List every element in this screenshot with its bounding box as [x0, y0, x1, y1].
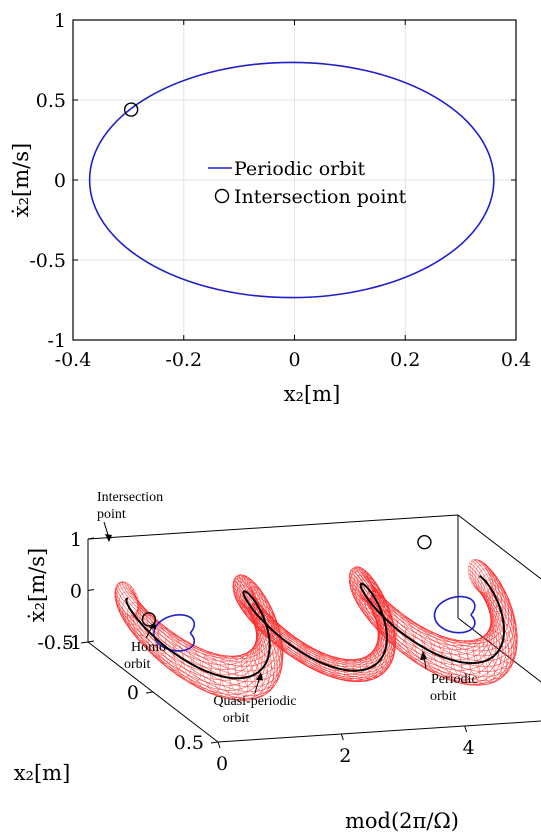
bottom-3d-chart: 0246-0.500.510-1 ẋ₂[m/s] x₂[m] mod(2π/Ω)… — [14, 490, 541, 833]
mesh-line-long — [116, 563, 492, 662]
annotation-intersection-point: Intersection point — [97, 490, 163, 542]
legend-label-intersection-point: Intersection point — [234, 186, 407, 208]
x-tick-label-3d: 4 — [463, 737, 475, 759]
y-tick-label: 1 — [54, 10, 66, 32]
y-tick-label: -1 — [47, 330, 66, 352]
top-y-axis-label: ẋ₂[m/s] — [9, 143, 33, 217]
x-tick-label: -0.4 — [55, 349, 92, 371]
x-tick-label: 0 — [288, 349, 300, 371]
top-chart: -0.4 -0.2 0 0.2 0.4 -1 -0.5 0 0.5 1 x₂[m] ẋ₂[m/s]… — [9, 10, 531, 406]
annotation-intersection-point-line1: Intersection — [97, 490, 163, 505]
mesh-line-long — [130, 564, 508, 663]
y-tick-mark-3d — [81, 642, 88, 643]
annotation-quasi-line2: orbit — [223, 711, 250, 726]
z-tick-label-3d: -1 — [63, 632, 82, 654]
z-tick-label-3d: 1 — [70, 529, 82, 551]
top-x-axis-label: x₂[m] — [284, 382, 341, 406]
bottom-y-axis-label: x₂[m] — [14, 761, 71, 785]
z-tick-label-3d: 0 — [70, 581, 82, 603]
y-tick-label: 0 — [54, 170, 66, 192]
x-tick-mark-3d — [465, 726, 467, 732]
x-tick-label-3d: 2 — [339, 745, 351, 767]
y-tick-label: -0.5 — [29, 250, 66, 272]
annotation-homo-orbit-line1: Homo — [131, 640, 166, 655]
bottom-x-axis-label: mod(2π/Ω) — [345, 809, 459, 833]
intersection-point-marker — [418, 536, 431, 549]
y-tick-label-3d: 0 — [127, 682, 139, 704]
x-tick-label: -0.2 — [165, 349, 202, 371]
annotation-periodic-line1: Periodic — [431, 672, 478, 687]
mesh-line-long — [122, 559, 499, 659]
legend-label-periodic-orbit: Periodic orbit — [234, 158, 365, 180]
x-tick-mark-3d — [218, 742, 220, 748]
bottom-z-axis-label: ẋ₂[m/s] — [25, 548, 49, 622]
y-tick-label: 0.5 — [36, 90, 66, 112]
x-tick-label: 0.2 — [390, 349, 420, 371]
mesh-line-long — [125, 560, 503, 660]
x-tick-label-3d: 0 — [216, 753, 228, 775]
z-tick-mark-3d — [88, 590, 94, 591]
y-tick-label-3d: 0.5 — [174, 732, 204, 754]
x-tick-label: 0.4 — [501, 349, 531, 371]
y-tick-mark-3d — [211, 742, 218, 743]
annotation-periodic-line2: orbit — [430, 689, 457, 704]
homo-orbit-loop — [435, 597, 475, 633]
x-tick-mark-3d — [341, 734, 343, 740]
z-tick-mark-3d — [88, 641, 94, 642]
box-edge-x-axis — [218, 718, 541, 742]
y-tick-mark-3d — [146, 692, 153, 693]
annotation-homo-orbit-line2: orbit — [124, 657, 151, 672]
annotation-quasi-line1: Quasi-periodic — [213, 694, 296, 709]
mesh-line-long — [120, 560, 497, 660]
annotation-intersection-point-line2: point — [97, 507, 126, 522]
box-edge — [88, 515, 458, 539]
